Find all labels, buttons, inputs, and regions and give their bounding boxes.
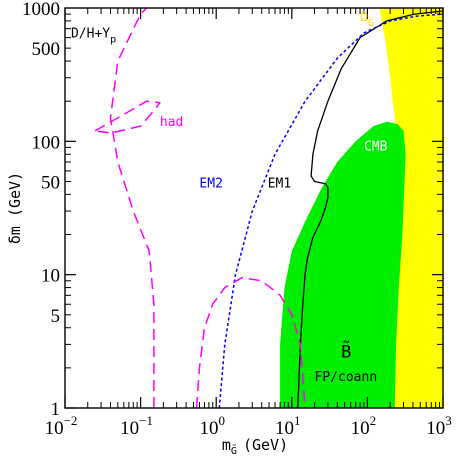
x-tick-label: 100 <box>199 413 225 439</box>
x-axis-label-unit: (GeV) <box>243 436 288 454</box>
x-axis-label-sub: G̃ <box>231 443 237 457</box>
curve-had-3 <box>94 100 161 134</box>
y-tick-label: 5 <box>51 306 61 327</box>
y-tick-label: 50 <box>41 172 60 193</box>
annotation-fpcoann: FP/coann <box>315 370 378 385</box>
ticks: 10−2 10−1 100 101 102 103 1 5 10 50 100 500 1000 <box>22 0 452 439</box>
y-axis-title: δm (GeV) <box>6 172 24 244</box>
curve-had-4 <box>195 276 306 408</box>
annotation-cmb: CMB <box>364 140 388 155</box>
curve-em1-0 <box>297 10 443 408</box>
y-tick-label: 1 <box>51 399 61 420</box>
annotation-b: B̃ <box>341 340 351 362</box>
y-tick-label: 10 <box>41 266 60 287</box>
annotation-em2: EM2 <box>199 177 222 192</box>
curve-had-2 <box>109 8 155 408</box>
annotations: D/H+Yp ΩG̃ had CMB EM2 EM1 B̃ FP/coann <box>71 10 388 385</box>
y-tick-label: 100 <box>32 132 61 153</box>
y-axis-label: δm (GeV) <box>6 172 24 244</box>
x-tick-label: 10−1 <box>120 413 153 439</box>
x-axis-label-base: m <box>222 436 231 454</box>
annotation-em1: EM1 <box>268 177 291 192</box>
x-tick-label: 101 <box>275 413 301 439</box>
annotation-had: had <box>160 115 183 130</box>
x-tick-label: 103 <box>426 413 452 439</box>
region-cmb <box>280 121 406 408</box>
y-tick-label: 500 <box>32 39 61 60</box>
regions <box>280 8 443 408</box>
curve-em2-1 <box>218 13 443 408</box>
curves <box>94 8 443 408</box>
y-tick-label: 1000 <box>22 0 60 20</box>
annotation-: ΩG̃ <box>360 10 374 29</box>
x-axis-title: mG̃ (GeV) <box>222 436 288 457</box>
annotation-dhy: D/H+Yp <box>71 27 116 46</box>
x-tick-label: 102 <box>351 413 377 439</box>
x-tick-label: 10−2 <box>45 413 78 439</box>
plot-frame <box>64 7 444 409</box>
